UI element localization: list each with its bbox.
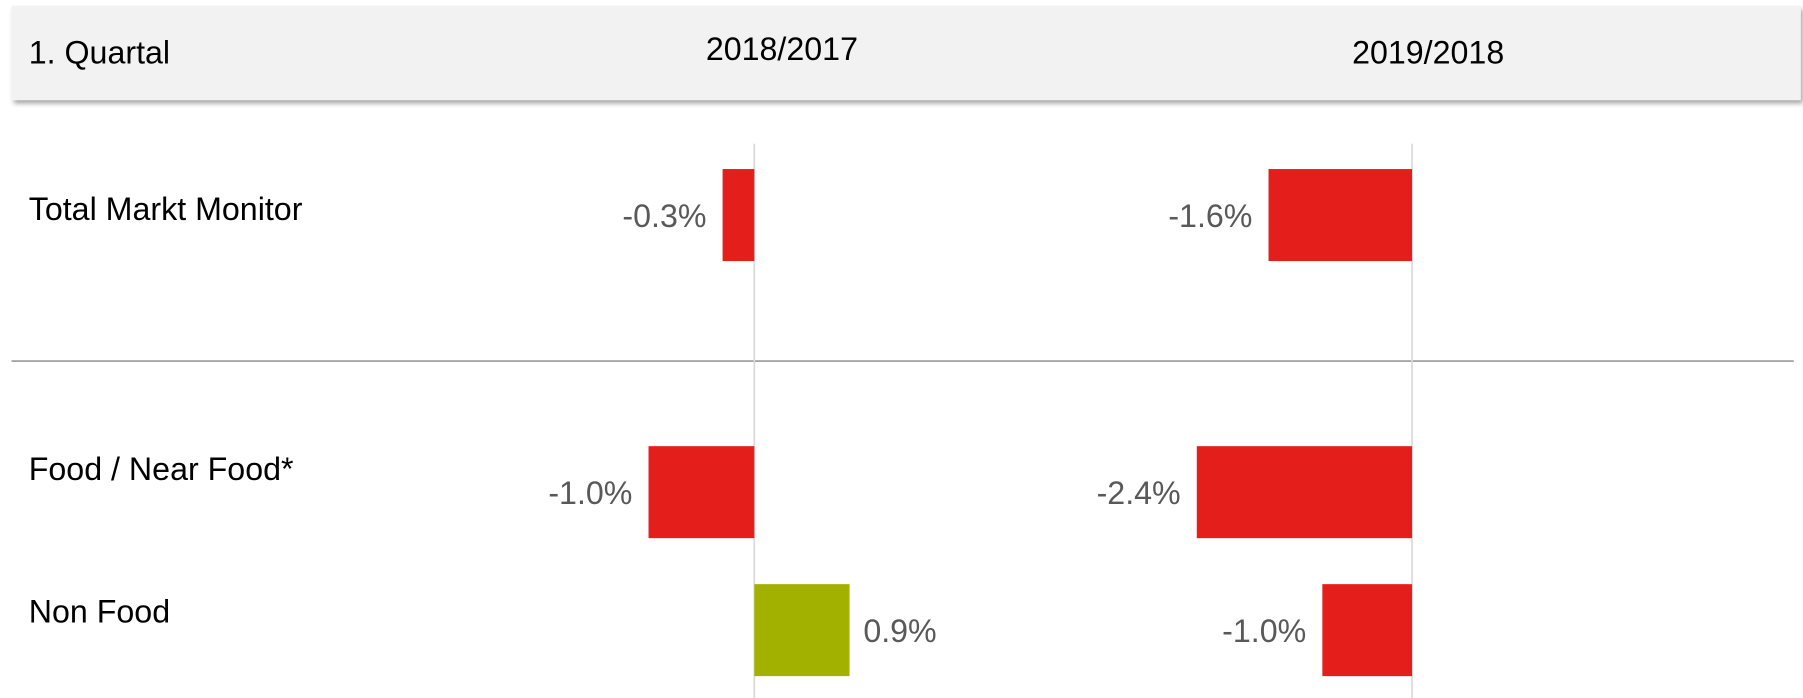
bar (754, 584, 850, 677)
value-label: -1.6% (1168, 198, 1252, 234)
header-band (11, 5, 1801, 101)
value-label: -1.0% (1222, 613, 1306, 649)
category-label: Non Food (29, 594, 170, 630)
bar (1322, 584, 1413, 677)
bar (1268, 169, 1413, 262)
value-label: 0.9% (863, 613, 936, 649)
column-header: 2019/2018 (1352, 35, 1504, 71)
column-header: 2018/2017 (706, 31, 858, 67)
bar (648, 446, 755, 539)
header-label: 1. Quartal (29, 35, 170, 71)
category-label: Total Markt Monitor (29, 191, 303, 227)
bar (722, 169, 755, 262)
value-label: -2.4% (1097, 475, 1181, 511)
bar (1196, 446, 1413, 539)
value-label: -1.0% (548, 475, 632, 511)
category-label: Food / Near Food* (29, 451, 294, 487)
value-label: -0.3% (622, 198, 706, 234)
